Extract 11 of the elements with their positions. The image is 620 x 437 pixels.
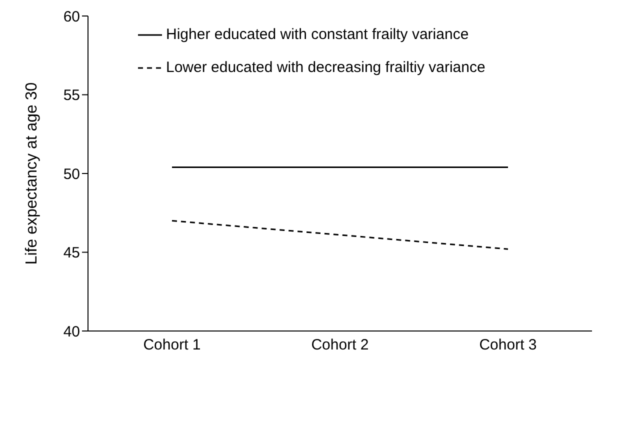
y-tick-label: 40	[63, 323, 80, 340]
y-axis-title: Life expectancy at age 30	[24, 82, 41, 265]
legend-label: Higher educated with constant frailty variance	[166, 26, 469, 43]
legend-label: Lower educated with decreasing frailtiy variance	[166, 59, 486, 76]
y-tick-label: 60	[63, 8, 80, 26]
x-tick-label: Cohort 1	[143, 336, 201, 354]
x-tick-label: Cohort 3	[479, 336, 537, 354]
x-tick-label: Cohort 2	[311, 336, 369, 354]
y-tick-label: 50	[63, 166, 80, 183]
y-tick-label: 55	[63, 87, 80, 104]
y-tick-label: 45	[63, 244, 80, 262]
